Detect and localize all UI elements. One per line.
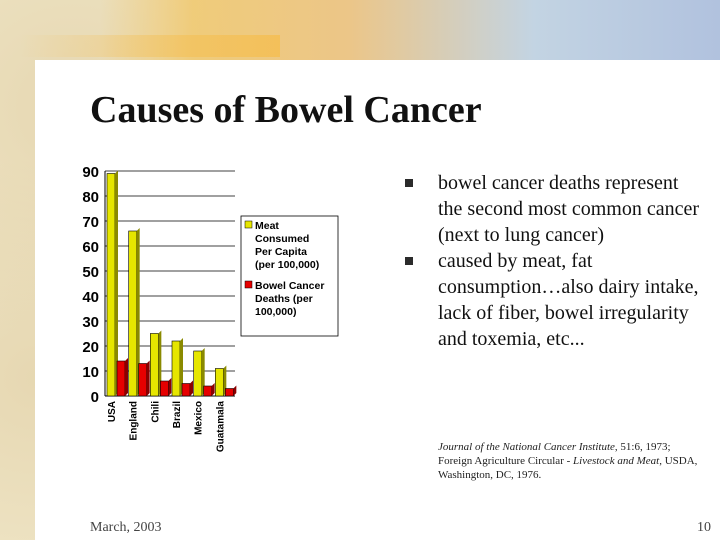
decorative-banner-accent [20,35,280,57]
bar-depth [115,170,118,396]
footer-date: March, 2003 [90,520,162,535]
bar-depth [190,380,193,396]
bar [203,385,212,397]
bar-chart: 0 10 20 30 40 50 60 70 80 90 USA England Chili Brazil… [82,164,339,453]
y-tick-label: 80 [82,189,99,206]
bar [215,368,224,397]
y-tick-label: 10 [82,364,99,381]
bar-depth [125,358,128,396]
bar-depth [201,348,205,396]
y-tick-label: 20 [82,339,99,356]
y-tick-label: 40 [82,289,99,306]
bar [181,383,191,397]
slide-title: Causes of Bowel Cancer [90,89,482,131]
legend-swatch [244,220,253,229]
bullet-item: bowel cancer deaths represent the second… [405,170,705,248]
y-tick-label: 90 [82,164,99,181]
y-tick-label: 30 [82,314,99,331]
square-bullet-icon [405,179,413,187]
y-tick-label: 70 [82,214,99,231]
bullet-list: bowel cancer deaths represent the second… [405,170,705,352]
square-bullet-icon [405,257,413,265]
citation-text: , 51:6, 1973; Foreign Agriculture Circul… [438,441,671,467]
x-tick-label: Mexico [194,401,205,435]
x-tick-label: Chili [150,401,161,423]
citation-text-end: , USDA, Washington, DC, 1976. [438,455,698,481]
legend-label: 100,000) [255,306,296,318]
bar-depth [168,378,172,396]
bullet-item: caused by meat, fat consumption…also dai… [405,248,705,352]
y-tick-label: 0 [91,389,99,406]
bar-depth [146,360,150,396]
bar [171,340,181,397]
bar [193,350,202,397]
bullet-text: caused by meat, fat consumption…also dai… [438,250,699,350]
bar [225,388,234,397]
legend-label: Meat [255,220,279,232]
citation: Journal of the National Cancer Institute… [438,440,698,482]
legend-label: Bowel Cancer [255,280,324,292]
bar [128,230,137,397]
bar-depth [136,228,140,396]
legend-label: Consumed [255,233,309,245]
legend-label: Per Capita [255,246,307,258]
y-tick-label: 60 [82,239,99,256]
bar-depth [233,385,237,396]
x-tick-label: Brazil [172,401,183,428]
x-tick-label: Guatamala [215,401,226,453]
page-number: 10 [697,520,711,535]
bar-depth [211,383,215,396]
bar [106,173,116,397]
y-tick-label: 50 [82,264,99,281]
legend-box [240,215,339,337]
legend-swatch [244,280,253,289]
legend-label: (per 100,000) [255,259,319,271]
citation-journal: Journal of the National Cancer Institute [438,441,615,453]
bullet-text: bowel cancer deaths represent the second… [438,172,700,246]
bar-depth [158,330,162,396]
x-tick-label: USA [107,401,118,422]
bar [116,360,126,397]
bar-depth [180,338,183,396]
legend-label: Deaths (per [255,293,313,305]
bar [160,380,169,397]
bar [138,363,147,397]
bar [150,333,159,397]
slide-panel [35,60,720,540]
x-tick-label: England [129,401,140,440]
citation-publication: Livestock and Meat [573,455,660,467]
